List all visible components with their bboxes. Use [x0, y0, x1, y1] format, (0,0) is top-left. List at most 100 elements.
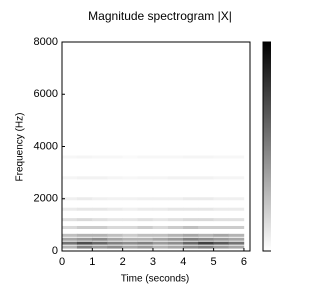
cell	[122, 234, 138, 237]
cell	[198, 176, 214, 179]
y-tick-label: 0	[52, 245, 58, 257]
cell	[153, 155, 169, 158]
cell	[122, 197, 138, 200]
cell	[229, 155, 245, 158]
cell	[138, 242, 154, 245]
cell	[229, 176, 245, 179]
cell	[183, 208, 199, 211]
cell	[153, 226, 169, 229]
cell	[183, 238, 199, 241]
cell	[62, 155, 78, 158]
cell	[62, 176, 78, 179]
cell	[168, 246, 184, 249]
cell	[92, 197, 108, 200]
cell	[229, 242, 245, 245]
cell	[138, 155, 154, 158]
cell	[107, 238, 123, 241]
cell	[92, 176, 108, 179]
cell	[62, 246, 78, 249]
cell	[183, 197, 199, 200]
cell	[229, 218, 245, 221]
chart: Magnitude spectrogram |X| Frequency (Hz)…	[0, 0, 271, 286]
cell	[107, 218, 123, 221]
cell	[198, 208, 214, 211]
cell	[92, 218, 108, 221]
cell	[229, 246, 245, 249]
cell	[122, 226, 138, 229]
cell	[213, 238, 229, 241]
x-tick-label: 5	[211, 256, 217, 268]
cell	[122, 246, 138, 249]
cell	[92, 242, 108, 245]
cell	[168, 226, 184, 229]
cell	[92, 234, 108, 237]
cell	[183, 176, 199, 179]
cell	[168, 208, 184, 211]
cell	[198, 242, 214, 245]
cell	[138, 208, 154, 211]
cell	[198, 197, 214, 200]
cell	[213, 197, 229, 200]
cell	[168, 242, 184, 245]
y-tick-label: 6000	[34, 88, 58, 100]
cell	[213, 234, 229, 237]
cell	[62, 242, 78, 245]
y-axis-label: Frequency (Hz)	[15, 113, 26, 182]
cell	[198, 155, 214, 158]
cell	[168, 238, 184, 241]
cell	[213, 155, 229, 158]
x-tick-label: 6	[241, 256, 247, 268]
chart-title: Magnitude spectrogram |X|	[88, 9, 232, 23]
cell	[92, 208, 108, 211]
cell	[138, 246, 154, 249]
cell	[213, 218, 229, 221]
cell	[153, 208, 169, 211]
cell	[229, 208, 245, 211]
cell	[77, 197, 93, 200]
cell	[229, 234, 245, 237]
cell	[229, 197, 245, 200]
cell	[138, 238, 154, 241]
y-tick-label: 4000	[34, 140, 58, 152]
cell	[229, 226, 245, 229]
cell	[62, 208, 78, 211]
cell	[198, 226, 214, 229]
cell	[153, 242, 169, 245]
cell	[77, 238, 93, 241]
x-axis-label: Time (seconds)	[121, 274, 190, 285]
cell	[168, 218, 184, 221]
cell	[183, 155, 199, 158]
cell	[107, 246, 123, 249]
cell	[122, 242, 138, 245]
cell	[153, 246, 169, 249]
cell	[77, 218, 93, 221]
y-tick-label: 2000	[34, 193, 58, 205]
cell	[107, 208, 123, 211]
cell	[122, 238, 138, 241]
cell	[198, 234, 214, 237]
cell	[77, 208, 93, 211]
cell	[122, 176, 138, 179]
cell	[138, 218, 154, 221]
cell	[183, 242, 199, 245]
cell	[77, 246, 93, 249]
cell	[77, 242, 93, 245]
x-tick-label: 2	[120, 256, 126, 268]
x-tick-label: 4	[180, 256, 186, 268]
cell	[107, 226, 123, 229]
cell	[198, 246, 214, 249]
cell	[213, 176, 229, 179]
cell	[183, 226, 199, 229]
cell	[153, 238, 169, 241]
y-tick-label: 8000	[34, 36, 58, 48]
cell	[92, 246, 108, 249]
cell	[168, 234, 184, 237]
cell	[153, 197, 169, 200]
cell	[229, 238, 245, 241]
cell	[92, 226, 108, 229]
cell	[77, 234, 93, 237]
cell	[62, 226, 78, 229]
cell	[213, 246, 229, 249]
cell	[213, 242, 229, 245]
cell	[153, 218, 169, 221]
